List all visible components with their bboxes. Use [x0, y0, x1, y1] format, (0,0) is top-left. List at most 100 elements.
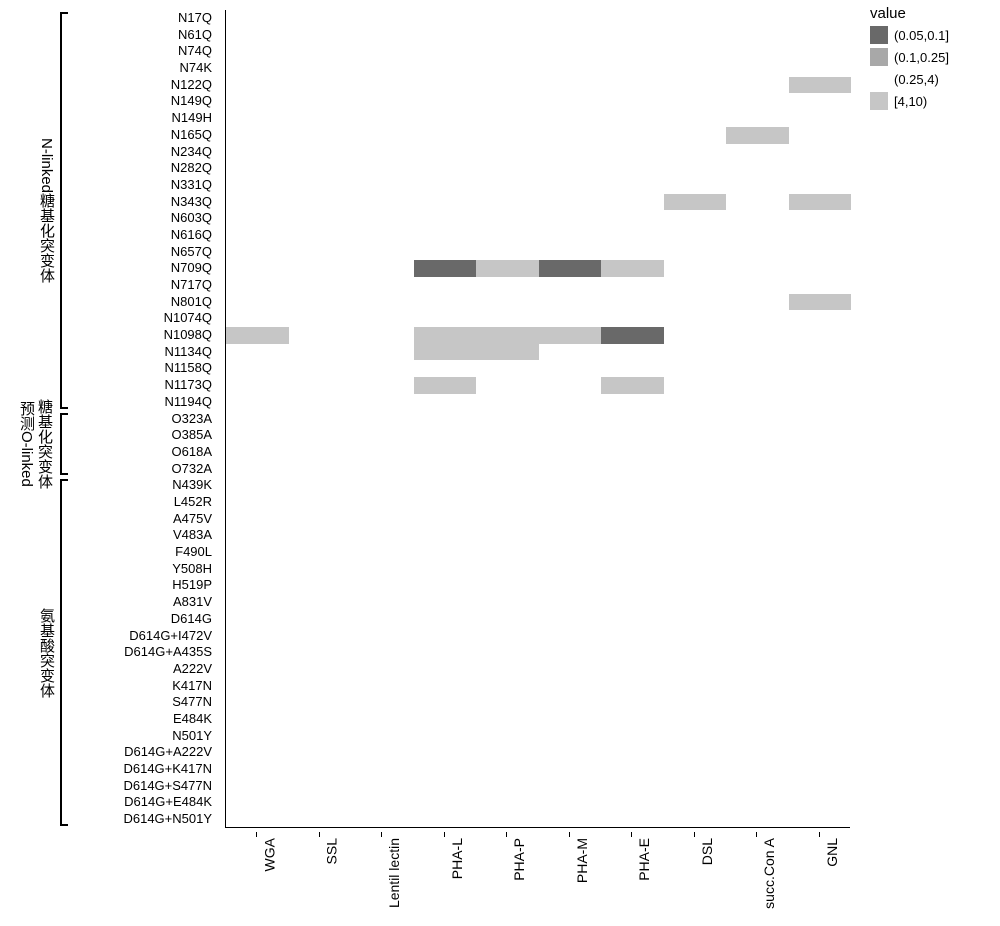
x-axis-label: PHA-E: [636, 838, 652, 881]
legend-swatch: [870, 48, 888, 66]
y-axis-label: N122Q: [171, 77, 212, 94]
x-axis-label: DSL: [699, 838, 715, 865]
y-axis-label: V483A: [173, 527, 212, 544]
x-axis-tick: [319, 832, 320, 837]
heatmap-cell: [726, 127, 789, 144]
y-axis-label: K417N: [172, 678, 212, 695]
y-axis-labels: N17QN61QN74QN74KN122QN149QN149HN165QN234…: [0, 10, 220, 828]
legend-label: (0.1,0.25]: [894, 50, 949, 65]
x-axis-label: GNL: [824, 838, 840, 867]
heatmap-cell: [601, 260, 664, 277]
x-axis-label: WGA: [261, 838, 277, 871]
heatmap-cell: [789, 294, 852, 311]
y-axis-label: N1074Q: [164, 310, 212, 327]
y-axis-label: D614G+S477N: [123, 778, 212, 795]
heatmap-cell: [539, 260, 602, 277]
x-axis-label: PHA-M: [574, 838, 590, 883]
x-axis-label: PHA-P: [511, 838, 527, 881]
legend: value (0.05,0.1] (0.1,0.25] (0.25,4) [4,10): [870, 5, 990, 114]
y-axis-label: N1194Q: [165, 394, 212, 411]
y-axis-label: N1158Q: [165, 360, 212, 377]
x-axis-tick: [444, 832, 445, 837]
y-axis-label: Y508H: [172, 561, 212, 578]
x-axis-tick: [381, 832, 382, 837]
x-axis-tick: [694, 832, 695, 837]
y-axis-label: D614G+K417N: [123, 761, 212, 778]
y-axis-label: N1098Q: [164, 327, 212, 344]
legend-swatch: [870, 26, 888, 44]
heatmap-cell: [789, 194, 852, 211]
legend-item: [4,10): [870, 92, 990, 110]
legend-item: (0.05,0.1]: [870, 26, 990, 44]
y-axis-label: N165Q: [171, 127, 212, 144]
y-axis-label: D614G: [171, 611, 212, 628]
x-axis-label: SSL: [324, 838, 340, 864]
y-axis-label: N343Q: [171, 194, 212, 211]
y-axis-label: N1173Q: [165, 377, 212, 394]
y-axis-label: O618A: [172, 444, 212, 461]
y-axis-label: H519P: [172, 577, 212, 594]
heatmap-cell: [601, 377, 664, 394]
y-axis-label: N149Q: [171, 93, 212, 110]
y-axis-label: E484K: [173, 711, 212, 728]
x-axis-tick: [819, 832, 820, 837]
plot-area: [225, 10, 850, 828]
heatmap-cell: [414, 260, 477, 277]
y-axis-label: D614G+A435S: [124, 644, 212, 661]
y-axis-label: A831V: [173, 594, 212, 611]
x-axis-label: succ.Con A: [761, 838, 777, 909]
y-axis-label: D614G+A222V: [124, 744, 212, 761]
y-axis-label: N282Q: [171, 160, 212, 177]
heatmap-cell: [476, 344, 539, 361]
y-axis-label: A475V: [173, 511, 212, 528]
legend-label: (0.25,4): [894, 72, 939, 87]
legend-swatch: [870, 70, 888, 88]
legend-title: value: [870, 5, 990, 22]
y-axis-label: N331Q: [171, 177, 212, 194]
legend-label: (0.05,0.1]: [894, 28, 949, 43]
legend-items: (0.05,0.1] (0.1,0.25] (0.25,4) [4,10): [870, 26, 990, 110]
y-axis-label: D614G+E484K: [124, 794, 212, 811]
y-axis-label: N74K: [179, 60, 212, 77]
heatmap-cell: [601, 327, 664, 344]
x-axis-tick: [506, 832, 507, 837]
heatmap-chart: N-linked糖基化突变体预测O-linked糖基化突变体氨基酸突变体 N17…: [0, 0, 1000, 926]
y-axis-label: N616Q: [171, 227, 212, 244]
y-axis-label: O732A: [172, 461, 212, 478]
y-axis-label: D614G+N501Y: [123, 811, 212, 828]
y-axis-label: O385A: [172, 427, 212, 444]
y-axis-label: N74Q: [178, 43, 212, 60]
legend-item: (0.25,4): [870, 70, 990, 88]
heatmap-cell: [476, 260, 539, 277]
heatmap-cell: [539, 327, 602, 344]
x-axis-labels: WGA SSL Lentil lectin PHA-L PHA-P PHA-M PHA-E D…: [225, 832, 850, 922]
heatmap-cell: [664, 194, 727, 211]
x-axis-label: PHA-L: [449, 838, 465, 879]
y-axis-label: L452R: [174, 494, 212, 511]
heatmap-cell: [226, 327, 289, 344]
y-axis-label: N1134Q: [165, 344, 212, 361]
x-axis-tick: [756, 832, 757, 837]
legend-item: (0.1,0.25]: [870, 48, 990, 66]
heatmap-cell: [414, 327, 477, 344]
y-axis-label: S477N: [172, 694, 212, 711]
x-axis-tick: [569, 832, 570, 837]
y-axis-label: N234Q: [171, 144, 212, 161]
y-axis-label: D614G+I472V: [129, 628, 212, 645]
y-axis-label: N657Q: [171, 244, 212, 261]
legend-label: [4,10): [894, 94, 927, 109]
y-axis-label: N501Y: [172, 728, 212, 745]
y-axis-label: N17Q: [178, 10, 212, 27]
x-axis-label: Lentil lectin: [386, 838, 402, 908]
x-axis-tick: [631, 832, 632, 837]
legend-swatch: [870, 92, 888, 110]
y-axis-label: N717Q: [171, 277, 212, 294]
heatmap-cell: [789, 77, 852, 94]
heatmap-cell: [476, 327, 539, 344]
heatmap-cell: [414, 377, 477, 394]
y-axis-label: N709Q: [171, 260, 212, 277]
y-axis-label: F490L: [175, 544, 212, 561]
y-axis-label: N603Q: [171, 210, 212, 227]
y-axis-label: N439K: [172, 477, 212, 494]
heatmap-grid: [226, 10, 850, 827]
